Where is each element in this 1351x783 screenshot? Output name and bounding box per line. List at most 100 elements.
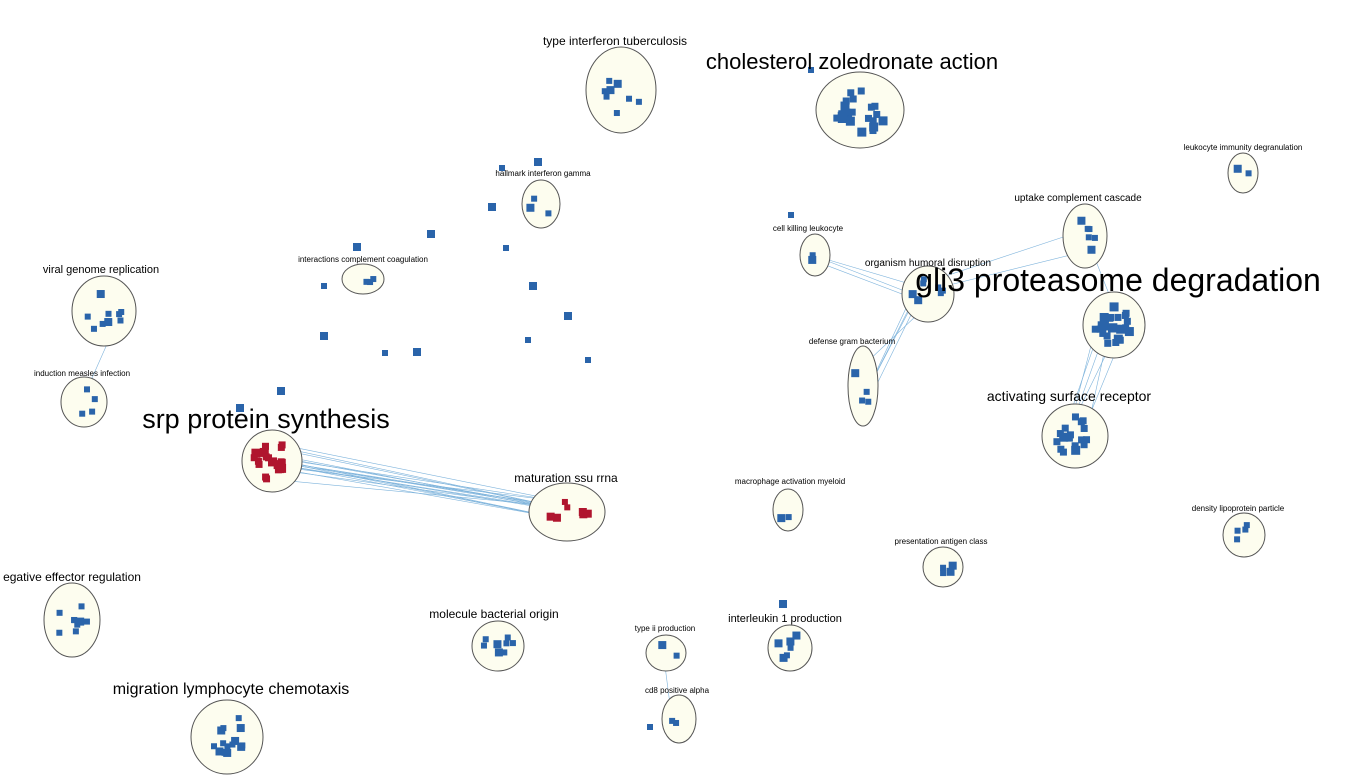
c-activating-surface-receptor-node: [1061, 424, 1069, 432]
inter-cluster-edge: [266, 456, 565, 503]
c-organism-humoral-disruption-label: organism humoral disruption: [864, 257, 992, 269]
c-srp-protein-synthesis-node: [251, 448, 261, 458]
c-uptake-complement-cascade-node: [1087, 245, 1096, 254]
c-migration-lymphocyte-chemotaxis-label: migration lymphocyte chemotaxis: [112, 681, 350, 699]
c-interactions-complement-coagulation-label: interactions complement coagulation: [298, 255, 428, 265]
c-viral-genome-replication-node: [104, 318, 113, 327]
singleton-node: [277, 387, 285, 395]
c-activating-surface-receptor-label: activating surface receptor: [986, 388, 1152, 405]
c-cholesterol-zoledronate-action-node: [869, 117, 877, 125]
c-density-lipoprotein-particle-node: [1242, 526, 1249, 533]
c-gli3-proteasome-degradation-node: [1099, 312, 1109, 322]
c-activating-surface-receptor-node: [1078, 436, 1086, 444]
inter-cluster-edge: [282, 444, 565, 503]
singleton-node: [647, 724, 653, 730]
inter-cluster-edge: [280, 464, 558, 519]
c-type-interferon-tuberculosis-node: [601, 88, 608, 95]
c-srp-protein-synthesis-node: [250, 454, 258, 462]
c-cholesterol-zoledronate-action-node: [871, 102, 879, 110]
node-layer: [56, 67, 1252, 757]
c-defense-gram-bacterium-label: defense gram bacterium: [808, 337, 896, 347]
c-type-interferon-tuberculosis-ellipse: [585, 46, 657, 134]
c-type-interferon-tuberculosis-node: [613, 79, 622, 88]
c-gli3-proteasome-degradation-node: [1103, 332, 1111, 340]
c-migration-lymphocyte-chemotaxis-ellipse: [190, 699, 264, 775]
c-gli3-proteasome-degradation-node: [1107, 313, 1115, 321]
c-leukocyte-immunity-degranulation-node: [1233, 164, 1242, 173]
singleton-node: [499, 165, 505, 171]
c-presentation-antigen-class-node: [940, 570, 947, 577]
c-cholesterol-zoledronate-action-node: [847, 89, 855, 97]
c-gli3-proteasome-degradation-node: [1107, 323, 1117, 333]
c-negative-effector-regulation-node: [56, 609, 63, 616]
c-gli3-proteasome-degradation-node: [1123, 317, 1131, 325]
c-uptake-complement-cascade-node: [1084, 225, 1091, 232]
c-presentation-antigen-class-node: [948, 561, 957, 570]
c-interleukin-1-production-node: [787, 644, 794, 651]
c-molecule-bacterial-origin-node: [503, 640, 510, 647]
c-density-lipoprotein-particle-node: [1243, 522, 1250, 529]
c-molecule-bacterial-origin-node: [480, 642, 487, 649]
c-molecule-bacterial-origin-node: [482, 636, 489, 643]
c-type-interferon-tuberculosis-node: [635, 98, 642, 105]
c-defense-gram-bacterium-node: [865, 398, 872, 405]
c-cholesterol-zoledronate-action-node: [857, 87, 865, 95]
c-presentation-antigen-class-label: presentation antigen class: [894, 537, 988, 547]
c-macrophage-activation-myeloid-ellipse: [772, 488, 804, 532]
c-defense-gram-bacterium-node: [851, 369, 860, 378]
c-maturation-ssu-rrna-node: [561, 498, 568, 505]
c-hallmark-interferon-gamma-node: [545, 210, 552, 217]
c-maturation-ssu-rrna-label: maturation ssu rrna: [514, 470, 618, 485]
c-srp-protein-synthesis-node: [277, 443, 285, 451]
c-activating-surface-receptor-node: [1053, 438, 1061, 446]
c-negative-effector-regulation-node: [72, 628, 79, 635]
c-srp-protein-synthesis-label: srp protein synthesis: [142, 404, 390, 435]
c-activating-surface-receptor-node: [1077, 418, 1085, 426]
c-cholesterol-zoledronate-action-node: [878, 116, 888, 126]
c-srp-protein-synthesis-node: [262, 453, 270, 461]
c-uptake-complement-cascade-node: [1077, 216, 1086, 225]
c-defense-gram-bacterium-node: [863, 388, 870, 395]
c-activating-surface-receptor-node: [1071, 445, 1081, 455]
singleton-node: [413, 348, 421, 356]
c-macrophage-activation-myeloid-node: [785, 514, 792, 521]
c-negative-effector-regulation-node: [71, 616, 78, 623]
c-activating-surface-receptor-node: [1080, 441, 1088, 449]
c-cholesterol-zoledronate-action-node: [849, 95, 857, 103]
c-negative-effector-regulation-node: [83, 618, 90, 625]
c-induction-measles-infection-ellipse: [60, 376, 108, 428]
c-gli3-proteasome-degradation-node: [1121, 311, 1129, 319]
c-migration-lymphocyte-chemotaxis-node: [215, 747, 224, 756]
c-interactions-complement-coagulation-node: [363, 278, 370, 285]
c-srp-protein-synthesis-node: [259, 447, 269, 457]
c-viral-genome-replication-ellipse: [71, 275, 137, 347]
c-srp-protein-synthesis-node: [262, 473, 270, 481]
c-cd8-positive-alpha-node: [669, 717, 676, 724]
c-gli3-proteasome-degradation-node: [1114, 313, 1122, 321]
c-interleukin-1-production-node: [779, 653, 788, 662]
c-viral-genome-replication-node: [96, 290, 105, 299]
c-cholesterol-zoledronate-action-node: [842, 97, 850, 105]
c-migration-lymphocyte-chemotaxis-node: [224, 743, 231, 750]
c-viral-genome-replication-node: [90, 325, 97, 332]
inter-cluster-edge: [254, 457, 568, 508]
singleton-node: [320, 332, 328, 340]
c-uptake-complement-cascade-label: uptake complement cascade: [1014, 192, 1142, 204]
c-gli3-proteasome-degradation-label: gli3 proteasome degradation: [915, 261, 1321, 298]
c-type-ii-production-ellipse: [645, 634, 687, 672]
c-organism-humoral-disruption-node: [920, 280, 927, 287]
c-hallmark-interferon-gamma-node: [531, 195, 538, 202]
c-cholesterol-zoledronate-action-node: [869, 122, 879, 132]
c-migration-lymphocyte-chemotaxis-node: [217, 726, 226, 735]
c-molecule-bacterial-origin-node: [494, 648, 503, 657]
c-cholesterol-zoledronate-action-node: [838, 110, 848, 120]
singleton-node: [808, 67, 814, 73]
c-induction-measles-infection-node: [79, 410, 86, 417]
c-organism-humoral-disruption-node: [937, 290, 944, 297]
c-gli3-proteasome-degradation-node: [1112, 338, 1120, 346]
c-presentation-antigen-class-node: [946, 567, 955, 576]
c-gli3-proteasome-degradation-node: [1104, 339, 1112, 347]
c-organism-humoral-disruption-node: [935, 284, 942, 291]
c-cd8-positive-alpha-label: cd8 positive alpha: [644, 686, 710, 696]
